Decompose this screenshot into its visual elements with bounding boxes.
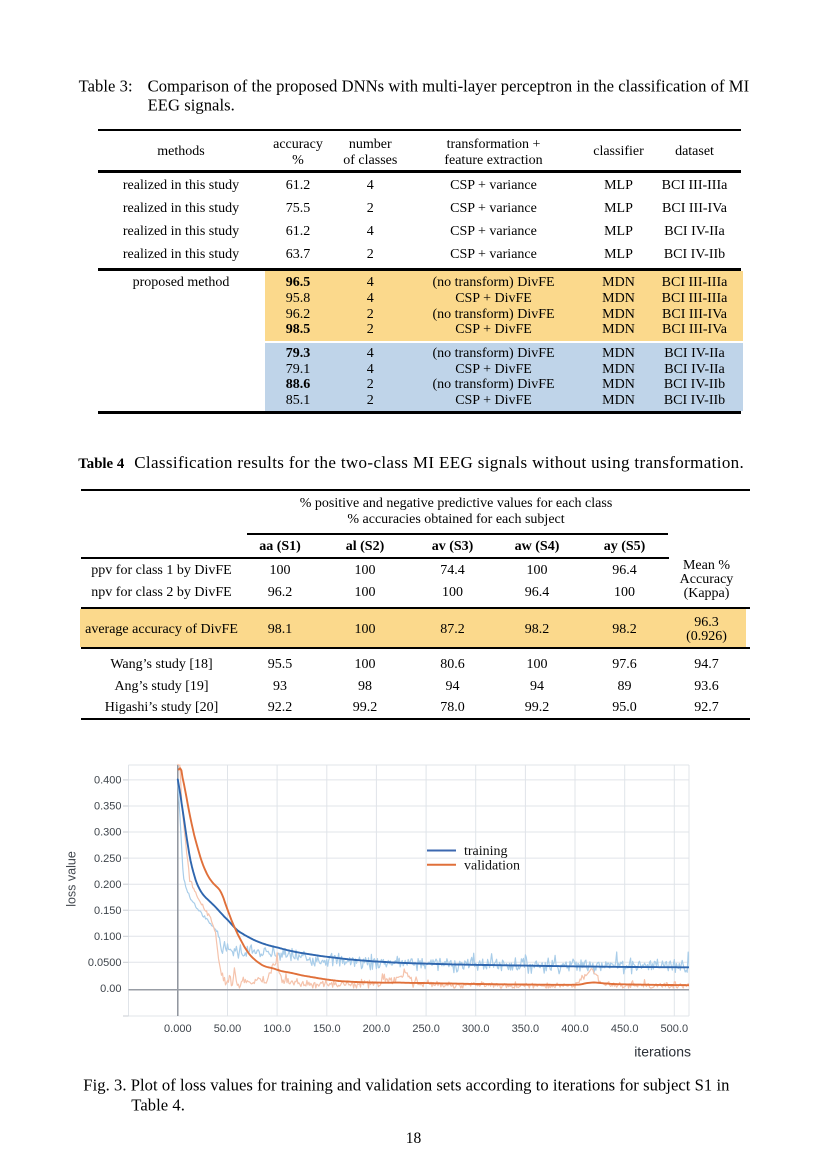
svg-text:iterations: iterations xyxy=(634,1044,691,1060)
svg-text:0.0500: 0.0500 xyxy=(88,957,122,969)
svg-text:0.300: 0.300 xyxy=(94,827,122,839)
svg-text:200.0: 200.0 xyxy=(363,1023,391,1035)
svg-text:150.0: 150.0 xyxy=(313,1023,341,1035)
svg-text:350.0: 350.0 xyxy=(512,1023,540,1035)
svg-text:100.0: 100.0 xyxy=(263,1023,291,1035)
svg-text:0.200: 0.200 xyxy=(94,879,122,891)
svg-text:0.150: 0.150 xyxy=(94,905,122,917)
svg-text:300.0: 300.0 xyxy=(462,1023,490,1035)
svg-text:0.000: 0.000 xyxy=(164,1023,192,1035)
svg-text:0.100: 0.100 xyxy=(94,931,122,943)
svg-text:validation: validation xyxy=(464,859,520,874)
svg-text:450.0: 450.0 xyxy=(611,1023,639,1035)
svg-text:0.400: 0.400 xyxy=(94,775,122,787)
svg-text:training: training xyxy=(464,844,508,859)
svg-text:0.250: 0.250 xyxy=(94,853,122,865)
svg-text:0.350: 0.350 xyxy=(94,801,122,813)
svg-text:0.00: 0.00 xyxy=(100,983,121,995)
svg-text:50.00: 50.00 xyxy=(214,1023,242,1035)
svg-text:loss value: loss value xyxy=(65,851,79,907)
svg-text:400.0: 400.0 xyxy=(561,1023,589,1035)
svg-text:500.0: 500.0 xyxy=(661,1023,689,1035)
svg-text:250.0: 250.0 xyxy=(412,1023,440,1035)
